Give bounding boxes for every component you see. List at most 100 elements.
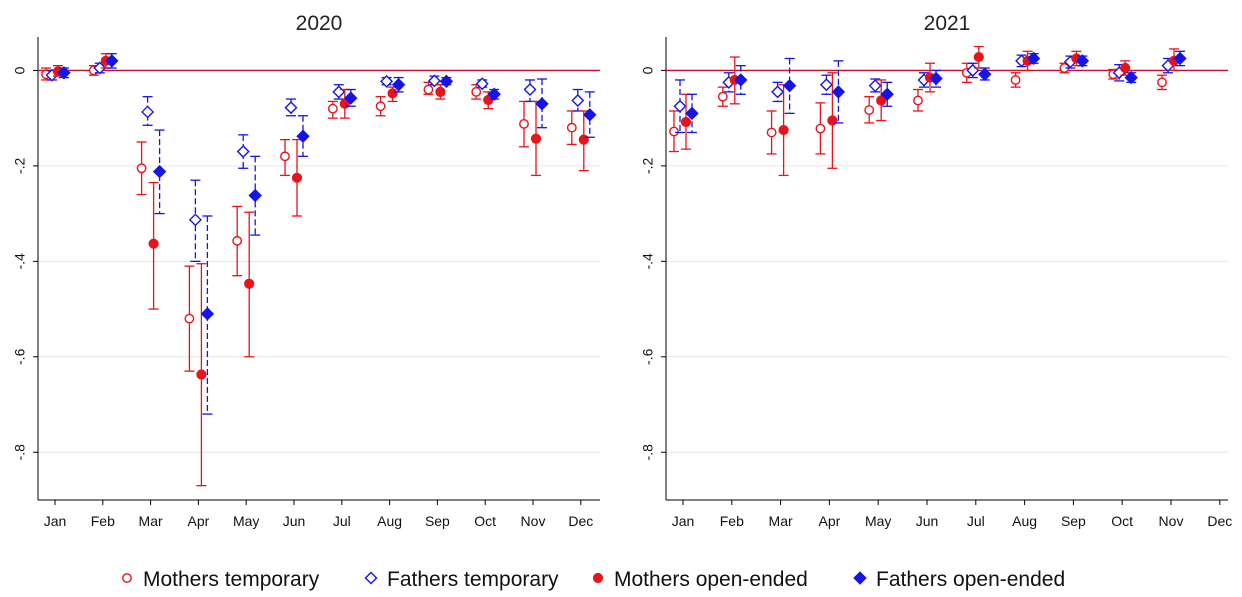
data-point	[1124, 70, 1138, 85]
data-point	[475, 77, 489, 91]
data-point	[236, 145, 250, 159]
data-point	[978, 67, 992, 81]
data-point	[680, 116, 692, 128]
series-fathers-open-ended	[685, 50, 1187, 134]
series-fathers-temporary	[673, 54, 1175, 134]
data-point	[778, 124, 789, 136]
data-point	[200, 307, 215, 321]
data-point	[184, 313, 195, 324]
data-point	[1120, 62, 1131, 74]
x-tick-label: May	[233, 513, 259, 529]
data-point	[669, 126, 679, 137]
legend-marker	[853, 571, 867, 585]
x-tick-label: Nov	[1159, 513, 1184, 529]
series-fathers-open-ended	[57, 53, 597, 415]
x-tick-label: Jan	[672, 513, 695, 529]
data-point	[427, 74, 441, 88]
x-tick-label: Jan	[44, 513, 67, 529]
x-tick-label: Oct	[1111, 513, 1133, 529]
data-point	[148, 238, 159, 249]
data-point	[519, 118, 529, 129]
data-point	[1075, 54, 1090, 68]
data-point	[332, 85, 346, 99]
data-point	[280, 151, 290, 162]
data-point	[868, 79, 882, 93]
x-tick-label: Feb	[720, 513, 744, 529]
data-point	[248, 188, 262, 203]
data-point	[673, 99, 687, 113]
data-point	[93, 61, 107, 75]
data-point	[734, 73, 748, 87]
data-point	[523, 83, 537, 96]
data-point	[766, 127, 777, 138]
y-tick-label: -.8	[12, 444, 28, 461]
data-point	[571, 93, 585, 107]
y-tick-label: 0	[12, 66, 28, 74]
data-point	[244, 278, 255, 289]
x-tick-label: Mar	[139, 513, 163, 529]
y-tick-label: -.2	[640, 157, 656, 174]
data-point	[471, 86, 482, 97]
y-tick-label: -.6	[640, 348, 656, 365]
panel-2021: 2021 0 -.2 -.4 -.6 -.8 Jan Feb Mar Apr May Jun Jul Au…	[640, 12, 1233, 529]
data-point	[380, 74, 394, 88]
data-point	[391, 78, 406, 92]
data-point	[973, 51, 984, 63]
x-tick-label: Jul	[967, 513, 985, 529]
data-point	[535, 97, 549, 111]
x-tick-label: May	[865, 513, 891, 529]
x-tick-label: Sep	[1061, 513, 1086, 529]
x-tick-label: Aug	[377, 513, 402, 529]
x-tick-label: Sep	[425, 513, 450, 529]
data-point	[196, 369, 207, 380]
data-point	[105, 54, 119, 68]
data-point	[1173, 51, 1187, 66]
data-point	[771, 85, 785, 99]
data-point	[439, 74, 454, 89]
data-point	[327, 103, 338, 114]
data-point	[566, 122, 577, 133]
data-point	[1010, 75, 1021, 85]
data-point	[387, 88, 398, 99]
data-point	[141, 105, 155, 119]
series-mothers-open-ended	[680, 45, 1180, 177]
data-point	[578, 134, 589, 145]
data-point	[435, 86, 446, 97]
legend-marker	[364, 571, 378, 585]
data-point	[876, 95, 887, 106]
x-tick-label: Oct	[474, 513, 496, 529]
legend-label: Fathers temporary	[387, 568, 559, 591]
series-mothers-temporary	[669, 62, 1167, 155]
panel-2020: 2020 0 -.2 -.4 -.6 -.8 Jan Feb Mar Apr May Jun Jul Au…	[12, 12, 600, 529]
x-tick-label: Mar	[769, 513, 793, 529]
data-point	[483, 94, 494, 106]
data-point	[913, 95, 923, 106]
data-point	[880, 87, 894, 101]
legend-marker	[592, 572, 604, 584]
legend-label: Fathers open-ended	[876, 568, 1065, 591]
data-point	[864, 105, 875, 115]
data-point	[819, 78, 833, 92]
data-point	[284, 101, 298, 115]
x-tick-label: Dec	[568, 513, 593, 529]
data-point	[685, 106, 699, 121]
legend-marker	[122, 573, 132, 583]
data-point	[929, 71, 943, 86]
x-tick-label: Nov	[521, 513, 546, 529]
panel-title: 2021	[924, 12, 971, 35]
data-point	[136, 163, 147, 174]
data-point	[827, 115, 838, 126]
x-tick-label: Jun	[916, 513, 939, 529]
data-point	[296, 129, 310, 143]
y-tick-label: -.4	[640, 253, 656, 270]
y-tick-label: -.4	[12, 253, 28, 270]
data-point	[583, 108, 597, 122]
data-point	[831, 85, 846, 99]
y-tick-label: 0	[640, 66, 656, 74]
legend-label: Mothers open-ended	[614, 568, 808, 591]
y-tick-label: -.6	[12, 348, 28, 365]
x-tick-label: Jul	[333, 513, 351, 529]
data-point	[188, 213, 202, 227]
data-point	[717, 91, 728, 102]
